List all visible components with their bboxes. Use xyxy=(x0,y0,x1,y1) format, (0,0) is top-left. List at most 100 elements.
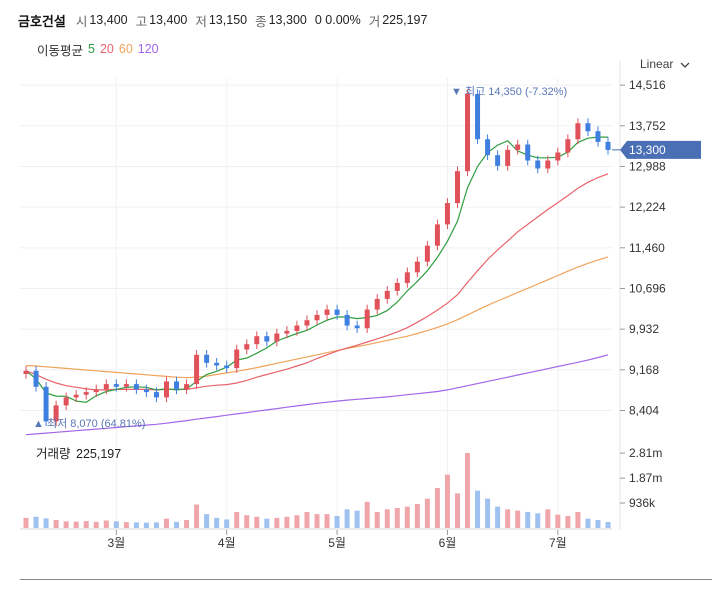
volume-bar[interactable] xyxy=(555,514,561,528)
candle[interactable] xyxy=(133,384,139,390)
volume-bar[interactable] xyxy=(234,512,240,528)
candle[interactable] xyxy=(384,290,390,299)
candle[interactable] xyxy=(585,123,591,132)
volume-bar[interactable] xyxy=(575,512,581,528)
candle[interactable] xyxy=(605,141,611,150)
volume-bar[interactable] xyxy=(83,521,89,528)
candle[interactable] xyxy=(294,325,300,331)
candle[interactable] xyxy=(73,394,79,398)
ma-legend-60[interactable]: 60 xyxy=(118,42,133,56)
volume-bar[interactable] xyxy=(414,504,420,528)
volume-bar[interactable] xyxy=(304,512,310,528)
candle[interactable] xyxy=(505,149,511,166)
candle[interactable] xyxy=(334,309,340,315)
volume-bar[interactable] xyxy=(444,474,450,528)
candle[interactable] xyxy=(434,224,440,246)
candle[interactable] xyxy=(274,333,280,342)
ma-legend-20[interactable]: 20 xyxy=(99,42,114,56)
volume-bar[interactable] xyxy=(214,517,220,528)
candle[interactable] xyxy=(153,392,159,398)
candle[interactable] xyxy=(525,144,531,161)
volume-bar[interactable] xyxy=(23,517,29,528)
candle[interactable] xyxy=(113,384,119,387)
volume-bar[interactable] xyxy=(93,521,99,528)
candle[interactable] xyxy=(123,384,129,387)
volume-bar[interactable] xyxy=(334,516,340,528)
candle[interactable] xyxy=(254,336,260,345)
volume-bar[interactable] xyxy=(485,498,491,528)
candle[interactable] xyxy=(53,405,59,422)
volume-bar[interactable] xyxy=(73,521,79,528)
candle[interactable] xyxy=(23,370,29,374)
volume-bar[interactable] xyxy=(184,520,190,528)
ma-legend-120[interactable]: 120 xyxy=(137,42,159,56)
candle[interactable] xyxy=(43,386,49,422)
candle[interactable] xyxy=(83,392,89,395)
candle[interactable] xyxy=(344,314,350,326)
volume-bar[interactable] xyxy=(43,518,49,528)
volume-bar[interactable] xyxy=(515,510,521,528)
volume-bar[interactable] xyxy=(404,506,410,528)
candle[interactable] xyxy=(304,320,310,326)
volume-bar[interactable] xyxy=(284,516,290,528)
candle[interactable] xyxy=(143,389,149,393)
candle[interactable] xyxy=(424,245,430,262)
candle[interactable] xyxy=(244,344,250,350)
candle[interactable] xyxy=(33,370,39,387)
candle[interactable] xyxy=(214,362,220,366)
volume-bar[interactable] xyxy=(123,522,129,528)
candle[interactable] xyxy=(595,131,601,142)
candle[interactable] xyxy=(535,160,541,169)
volume-bar[interactable] xyxy=(103,520,109,528)
volume-bar[interactable] xyxy=(244,515,250,528)
candle[interactable] xyxy=(264,336,270,342)
volume-bar[interactable] xyxy=(394,508,400,528)
candle[interactable] xyxy=(374,298,380,310)
scale-dropdown[interactable]: Linear xyxy=(640,54,690,74)
candle[interactable] xyxy=(103,384,109,390)
ma-legend-5[interactable]: 5 xyxy=(88,42,95,56)
volume-bar[interactable] xyxy=(174,521,180,528)
volume-bar[interactable] xyxy=(605,521,611,528)
candle[interactable] xyxy=(324,309,330,315)
candle[interactable] xyxy=(495,155,501,166)
candle[interactable] xyxy=(565,139,571,153)
candle[interactable] xyxy=(224,365,230,369)
volume-bar[interactable] xyxy=(53,520,59,528)
volume-bar[interactable] xyxy=(364,501,370,528)
candle[interactable] xyxy=(284,330,290,334)
volume-bar[interactable] xyxy=(324,514,330,528)
candle[interactable] xyxy=(454,171,460,204)
volume-bar[interactable] xyxy=(113,521,119,528)
candle[interactable] xyxy=(163,381,169,398)
volume-bar[interactable] xyxy=(475,490,481,528)
volume-bar[interactable] xyxy=(254,516,260,528)
volume-bar[interactable] xyxy=(434,488,440,528)
candle[interactable] xyxy=(515,144,521,150)
volume-bar[interactable] xyxy=(465,453,471,528)
candle[interactable] xyxy=(184,384,190,390)
volume-bar[interactable] xyxy=(354,510,360,528)
candle[interactable] xyxy=(485,139,491,156)
candle[interactable] xyxy=(444,203,450,225)
candle[interactable] xyxy=(404,272,410,283)
volume-bar[interactable] xyxy=(595,520,601,528)
volume-bar[interactable] xyxy=(224,519,230,528)
volume-bar[interactable] xyxy=(143,522,149,528)
volume-bar[interactable] xyxy=(495,506,501,528)
candle[interactable] xyxy=(414,261,420,273)
volume-bar[interactable] xyxy=(63,521,69,528)
volume-bar[interactable] xyxy=(294,515,300,528)
volume-bar[interactable] xyxy=(163,518,169,528)
volume-bar[interactable] xyxy=(505,509,511,528)
volume-bar[interactable] xyxy=(384,509,390,528)
volume-bar[interactable] xyxy=(194,504,200,528)
candle[interactable] xyxy=(63,397,69,406)
candle[interactable] xyxy=(475,93,481,140)
candle[interactable] xyxy=(314,314,320,321)
candle[interactable] xyxy=(174,381,180,390)
volume-bar[interactable] xyxy=(535,513,541,528)
volume-bar[interactable] xyxy=(153,522,159,528)
volume-bar[interactable] xyxy=(424,498,430,528)
